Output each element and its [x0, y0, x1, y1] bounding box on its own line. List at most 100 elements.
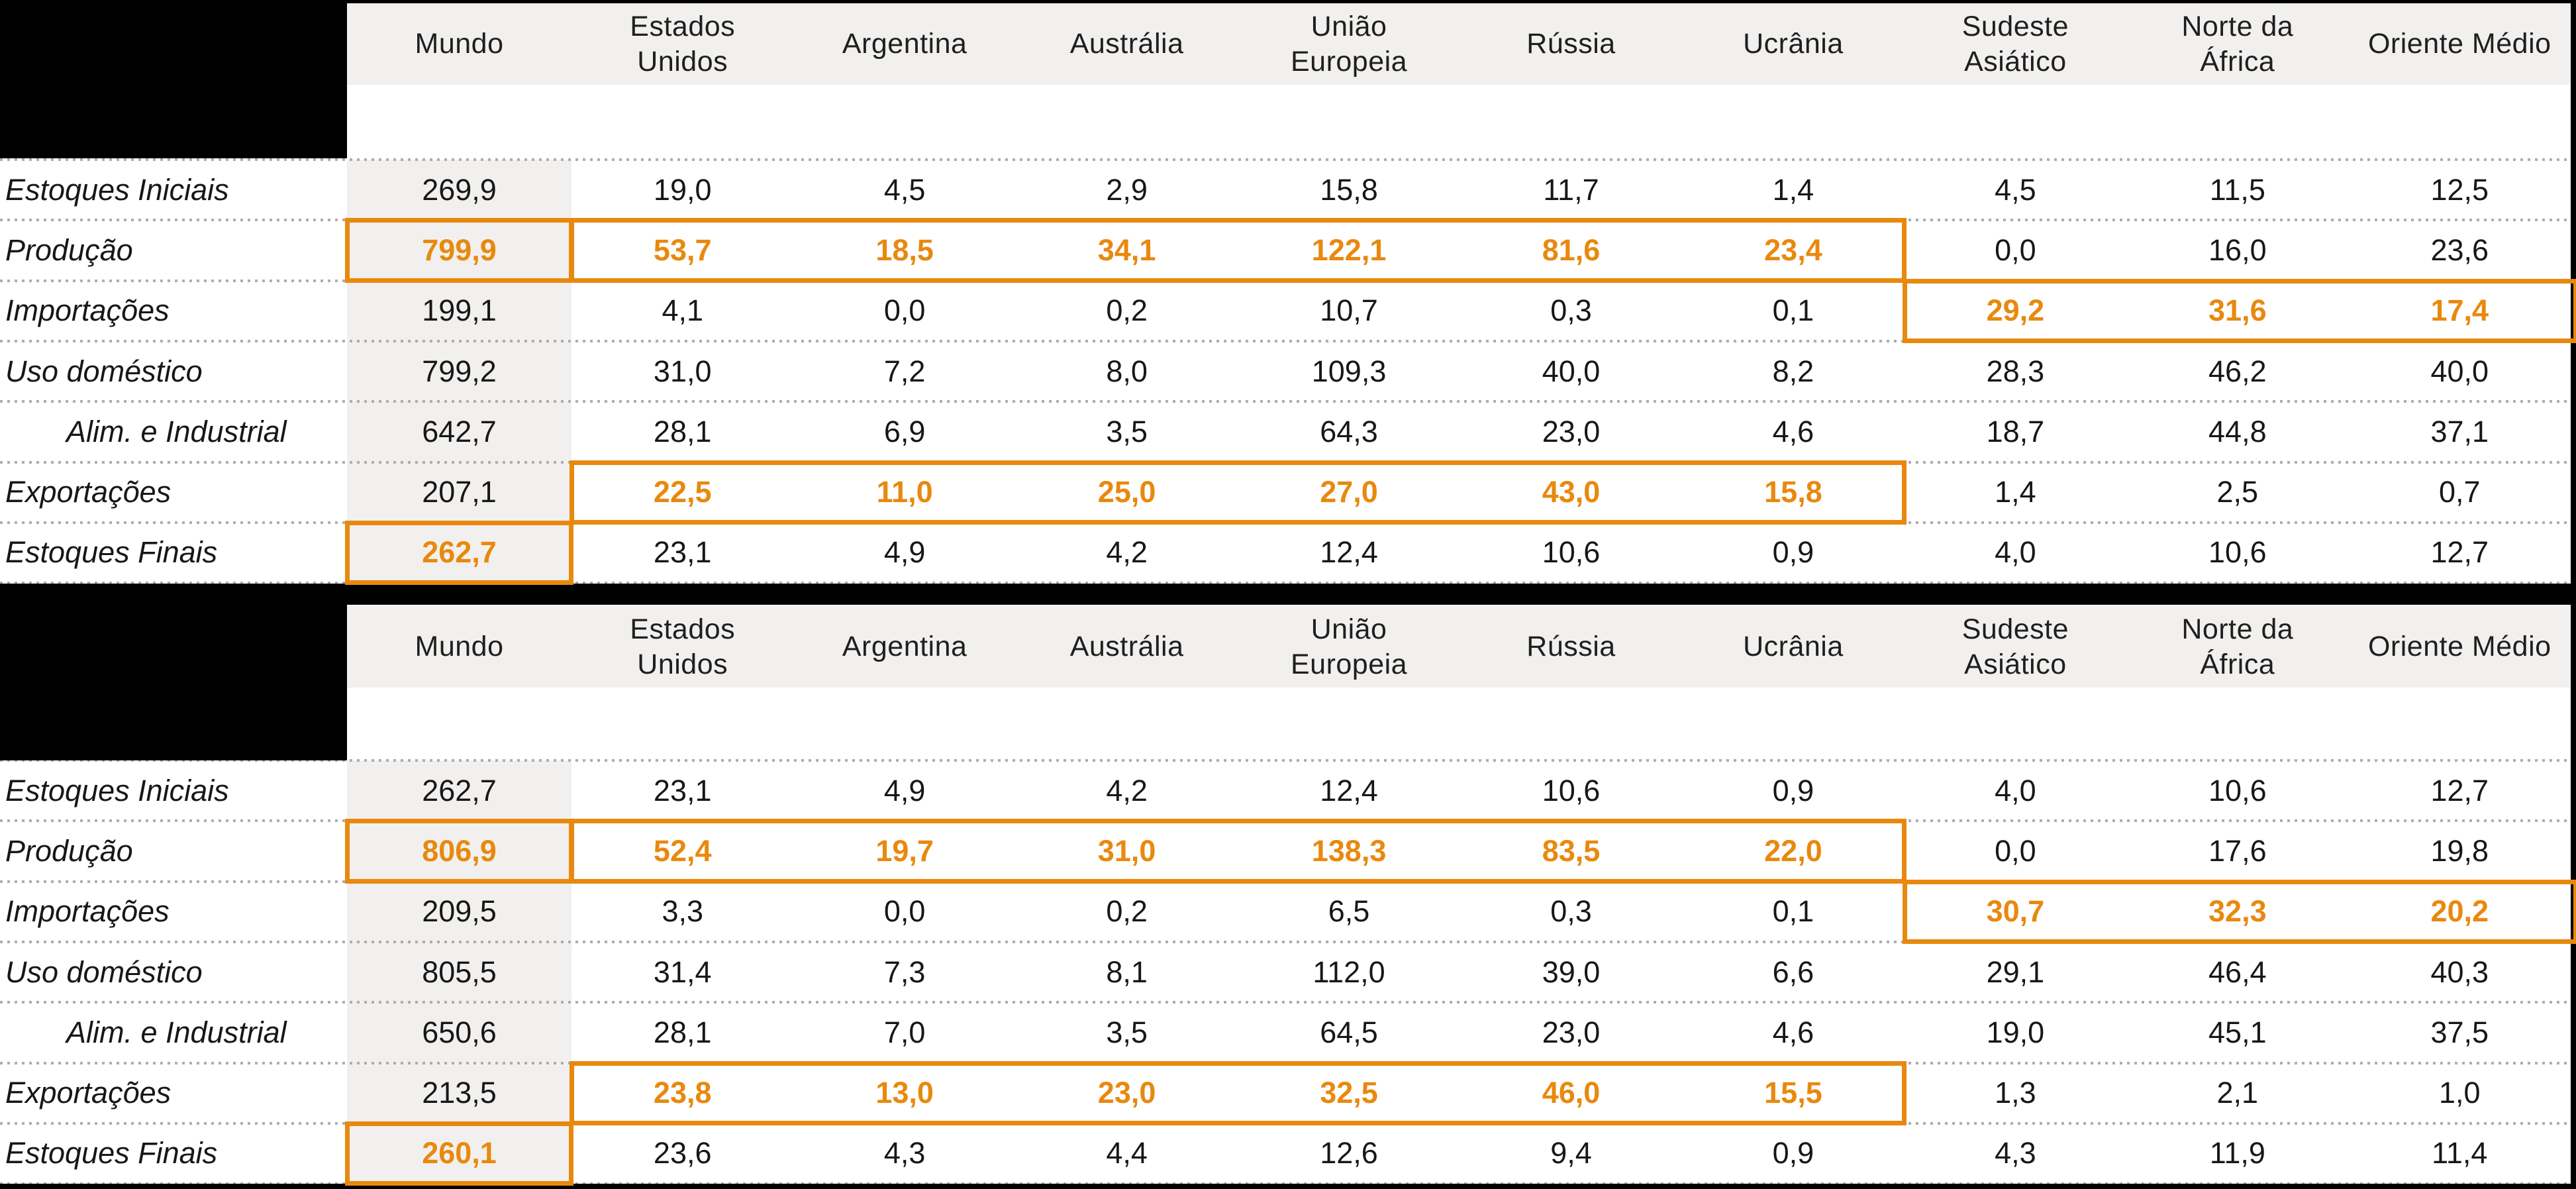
value-cell: 0,3 [1550, 894, 1592, 929]
value-cell: 40,0 [2430, 354, 2489, 388]
row-separator-dotted-line [0, 158, 2576, 161]
value-cell: 11,0 [876, 475, 933, 509]
value-cell: 15,5 [1764, 1076, 1822, 1110]
value-cell: 1,3 [1995, 1076, 2036, 1110]
value-cell: 260,1 [422, 1136, 497, 1170]
value-cell: 0,9 [1772, 773, 1814, 807]
row-label: Importações [5, 894, 170, 929]
value-cell: 25,0 [1097, 475, 1156, 509]
value-cell: 29,1 [1986, 955, 2045, 989]
value-cell: 8,0 [1106, 354, 1148, 388]
top-border-line [0, 0, 2576, 3]
value-cell: 262,7 [422, 773, 497, 807]
value-cell: 650,6 [422, 1015, 497, 1049]
value-cell: 15,8 [1320, 172, 1378, 207]
value-cell: 2,5 [2216, 475, 2259, 509]
highlight-box-estoques-finais-mundo [345, 520, 573, 586]
value-cell: 20,2 [2430, 894, 2489, 929]
value-cell: 44,8 [2208, 414, 2267, 448]
value-cell: 4,4 [1106, 1136, 1148, 1170]
value-cell: 46,0 [1542, 1076, 1601, 1110]
highlight-box-estoques-finais-mundo [345, 1121, 573, 1186]
value-cell: 81,6 [1542, 233, 1601, 267]
highlight-box-exportacoes-exporters [570, 1060, 1907, 1125]
value-cell: 34,1 [1097, 233, 1156, 267]
value-cell: 10,6 [2208, 773, 2267, 807]
row-label: Estoques Finais [5, 535, 218, 570]
value-cell: 0,3 [1550, 293, 1592, 328]
table-header-band [347, 3, 2576, 85]
row-label: Alim. e Industrial [66, 1015, 287, 1049]
value-cell: 8,1 [1106, 955, 1148, 989]
value-cell: 1,4 [1995, 475, 2036, 509]
row-label: Uso doméstico [5, 955, 203, 989]
row-label: Produção [5, 233, 133, 267]
column-header: Norte da África [2181, 11, 2294, 78]
row-label: Produção [5, 833, 133, 868]
value-cell: 4,1 [662, 293, 703, 328]
value-cell: 19,8 [2430, 833, 2489, 868]
right-edge-bar [2571, 0, 2576, 1189]
value-cell: 40,3 [2430, 955, 2489, 989]
value-cell: 4,6 [1772, 1015, 1814, 1049]
column-header: Mundo [415, 28, 504, 60]
value-cell: 45,1 [2208, 1015, 2267, 1049]
value-cell: 3,3 [662, 894, 703, 929]
value-cell: 22,5 [653, 475, 712, 509]
value-cell: 15,8 [1764, 475, 1822, 509]
value-cell: 4,3 [883, 1136, 926, 1170]
column-header: Estados Unidos [630, 613, 736, 680]
value-cell: 29,2 [1986, 293, 2045, 328]
value-cell: 23,1 [653, 773, 712, 807]
row-label: Exportações [5, 475, 172, 509]
value-cell: 4,6 [1772, 414, 1814, 448]
value-cell: 2,1 [2216, 1076, 2259, 1110]
value-cell: 7,0 [883, 1015, 926, 1049]
value-cell: 1,4 [1772, 172, 1814, 207]
row-label: Estoques Iniciais [5, 773, 229, 807]
value-cell: 28,1 [653, 1015, 712, 1049]
value-cell: 0,2 [1106, 894, 1148, 929]
value-cell: 11,4 [2432, 1136, 2488, 1170]
column-header: Estados Unidos [630, 11, 736, 78]
row-label: Exportações [5, 1076, 172, 1110]
column-header: Austrália [1069, 631, 1184, 663]
value-cell: 9,4 [1550, 1136, 1592, 1170]
table-header-band [347, 606, 2576, 688]
table-title-block [0, 584, 347, 760]
value-cell: 10,6 [1542, 773, 1601, 807]
column-header: Norte da África [2181, 613, 2294, 680]
value-cell: 31,0 [1097, 833, 1156, 868]
row-label: Importações [5, 293, 170, 328]
value-cell: 64,5 [1320, 1015, 1378, 1049]
value-cell: 10,7 [1320, 293, 1378, 328]
value-cell: 37,5 [2430, 1015, 2489, 1049]
column-header: Ucrânia [1743, 631, 1844, 663]
value-cell: 32,3 [2208, 894, 2267, 929]
value-cell: 23,0 [1542, 414, 1601, 448]
value-cell: 199,1 [422, 293, 497, 328]
value-cell: 269,9 [422, 172, 497, 207]
value-cell: 18,7 [1986, 414, 2045, 448]
value-cell: 4,5 [883, 172, 926, 207]
value-cell: 23,6 [2430, 233, 2489, 267]
column-header: Sudeste Asiático [1961, 11, 2069, 78]
column-header: Oriente Médio [2367, 28, 2551, 60]
value-cell: 22,0 [1764, 833, 1822, 868]
highlight-box-producao-mundo [345, 819, 573, 884]
value-cell: 806,9 [422, 833, 497, 868]
value-cell: 23,6 [653, 1136, 712, 1170]
highlight-box-producao-mundo [345, 218, 573, 283]
row-separator-dotted-line [0, 400, 2576, 403]
value-cell: 3,5 [1106, 414, 1148, 448]
value-cell: 3,5 [1106, 1015, 1148, 1049]
highlight-box-producao-exporters [570, 819, 1907, 884]
value-cell: 213,5 [422, 1076, 497, 1110]
value-cell: 32,5 [1320, 1076, 1378, 1110]
table-divider-bar [0, 584, 2576, 605]
value-cell: 19,0 [653, 172, 712, 207]
bottom-border-line [0, 1184, 2576, 1189]
value-cell: 64,3 [1320, 414, 1378, 448]
value-cell: 17,6 [2208, 833, 2267, 868]
